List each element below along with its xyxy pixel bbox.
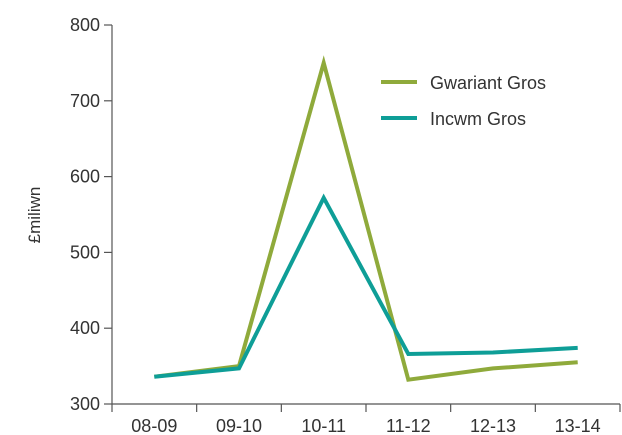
y-tick-label: 300: [70, 394, 100, 414]
x-tick-label: 13-14: [555, 416, 601, 435]
x-tick-label: 12-13: [470, 416, 516, 435]
y-tick-label: 400: [70, 318, 100, 338]
x-tick-label: 11-12: [386, 416, 431, 435]
series-line-incwm-gros: [154, 193, 578, 379]
legend: Gwariant Gros Incwm Gros: [381, 73, 546, 129]
x-tick-label: 10-11: [301, 416, 346, 435]
y-tick-label: 600: [70, 167, 100, 187]
legend-label: Incwm Gros: [430, 109, 526, 129]
series-lines: [154, 55, 578, 382]
legend-label: Gwariant Gros: [430, 73, 546, 93]
x-tick-label: 09-10: [216, 416, 262, 435]
y-tick-label: 700: [70, 91, 100, 111]
x-ticks: 08-09 09-10 10-11 11-12 12-13 13-14: [111, 404, 621, 435]
axes: 300 400 500 600 700 800 08-09 09-10 10-11 11-12 1…: [70, 15, 621, 435]
y-ticks: 300 400 500 600 700 800: [70, 15, 112, 414]
y-tick-label: 500: [70, 242, 100, 262]
y-tick-label: 800: [70, 15, 100, 35]
x-tick-label: 08-09: [131, 416, 177, 435]
y-axis-label: £miliwn: [25, 187, 44, 244]
